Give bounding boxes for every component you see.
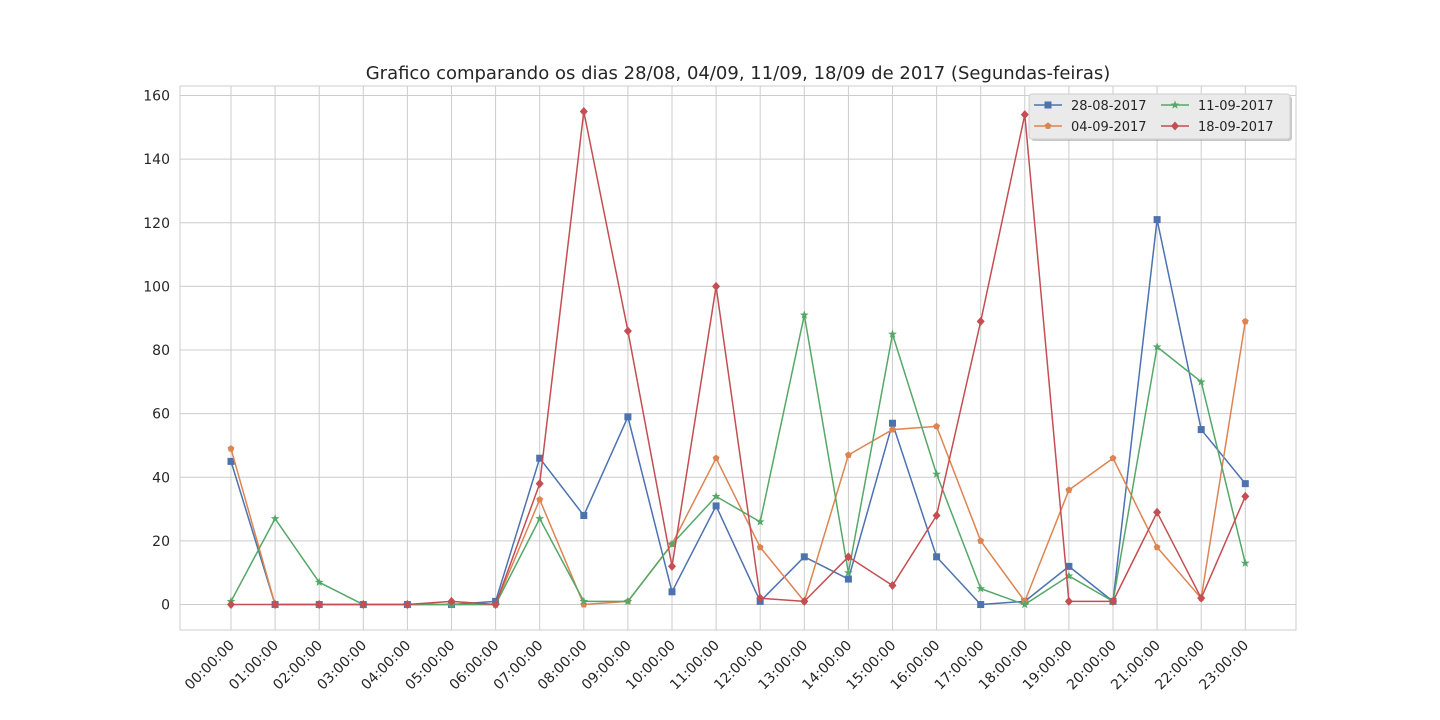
data-point-pentagon [1065,486,1073,493]
data-point-diamond [491,600,500,610]
data-point-pentagon [933,422,941,430]
data-point-pentagon [844,451,852,458]
series-lines [226,106,1250,610]
data-point-square [712,502,720,510]
data-point-star [844,568,853,577]
data-point-pentagon [227,445,235,452]
data-point-pentagon [1153,543,1161,551]
data-point-star [579,596,589,606]
data-point-star [755,517,765,526]
legend: 28-08-2017 04-09-2017 11-09-2017 18-09-2017 [1028,93,1292,141]
data-point-square [624,413,632,421]
y-tick-label: 80 [152,343,170,359]
data-point-diamond [844,552,853,562]
data-point-star [535,514,545,523]
data-point-star [932,469,941,478]
data-point-diamond [1241,491,1250,501]
data-point-square [668,588,676,596]
legend-label: 04-09-2017 [1071,120,1147,135]
data-point-square [1197,426,1205,434]
data-point-star [623,596,633,606]
data-point-diamond [1153,507,1162,517]
data-point-diamond [888,580,897,590]
data-point-star [1152,342,1162,351]
data-point-diamond [668,561,676,571]
data-point-diamond [315,600,324,610]
data-point-diamond [976,316,985,326]
series-line-18-09-2017 [231,110,1246,606]
data-point-diamond [1020,110,1029,120]
chart-title: Grafico comparando os dias 28/08, 04/09,… [366,63,1111,84]
data-point-diamond [623,326,632,336]
plot-area [180,86,1296,630]
y-axis-ticks: 0 20 40 60 80 100 120 140 160 [143,89,170,614]
data-point-diamond [1064,596,1073,606]
data-point-pentagon [536,495,544,503]
data-point-square [933,553,941,561]
data-point-pentagon [1241,317,1249,325]
data-point-square [977,601,985,609]
gridlines [180,86,1296,630]
data-point-pentagon [756,543,764,551]
data-point-star [1020,599,1030,609]
data-point-square [536,454,544,462]
data-point-star [1196,377,1206,386]
y-tick-label: 0 [161,598,170,614]
data-point-star [1064,571,1074,580]
y-tick-label: 40 [152,470,170,486]
data-point-diamond [712,281,721,291]
data-point-star [976,584,986,593]
y-tick-label: 120 [143,216,170,232]
data-point-square [1241,480,1249,488]
y-tick-label: 20 [152,534,170,550]
y-tick-label: 140 [143,152,170,168]
y-tick-label: 60 [152,407,170,423]
data-point-diamond [1197,593,1206,603]
legend-label: 11-09-2017 [1198,99,1274,114]
legend-marker-square [1044,101,1052,109]
data-point-star [888,329,897,338]
data-point-star [314,577,324,586]
legend-box [1028,93,1291,140]
data-point-diamond [579,106,588,116]
data-point-diamond [271,600,280,610]
data-point-star [711,491,721,501]
data-point-star [1240,558,1250,567]
data-point-diamond [403,600,412,610]
data-point-diamond [359,600,368,610]
data-point-star [667,539,677,548]
data-point-square [844,575,852,583]
data-point-pentagon [977,537,985,544]
data-point-square [800,553,808,561]
data-point-star [270,514,280,523]
data-point-diamond [756,593,765,603]
data-point-diamond [1109,596,1117,606]
data-point-square [1153,216,1161,224]
data-point-pentagon [712,454,720,462]
data-point-pentagon [889,425,896,433]
data-point-square [889,419,896,427]
data-point-star [799,310,809,319]
data-point-square [1065,562,1073,570]
legend-marker-diamond [1171,121,1179,131]
data-point-diamond [932,510,941,520]
series-18-09-2017 [227,106,1250,610]
legend-label: 28-08-2017 [1071,99,1147,114]
data-point-square [227,457,235,465]
data-point-diamond [535,479,544,489]
legend-label: 18-09-2017 [1198,120,1274,135]
data-point-diamond [227,600,235,610]
y-tick-label: 100 [143,279,170,295]
legend-marker-star [1170,100,1180,109]
plot-frame [179,85,1297,631]
data-point-diamond [800,596,809,606]
legend-marker-pentagon [1044,122,1052,129]
data-point-pentagon [1109,454,1117,462]
data-point-square [580,511,588,519]
data-point-diamond [447,596,456,606]
y-tick-label: 160 [143,89,170,105]
